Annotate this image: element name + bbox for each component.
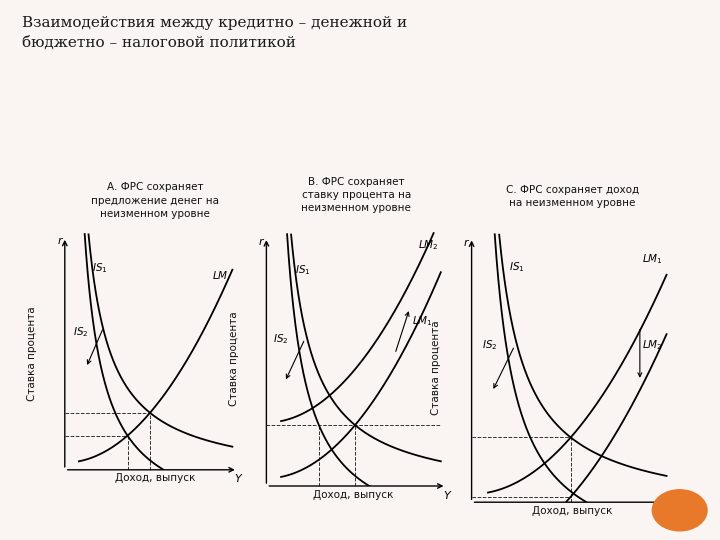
Text: Взаимодействия между кредитно – денежной и
бюджетно – налоговой политикой: Взаимодействия между кредитно – денежной…: [22, 16, 407, 50]
Text: $LM_2$: $LM_2$: [418, 238, 438, 252]
Text: С. ФРС сохраняет доход
на неизменном уровне: С. ФРС сохраняет доход на неизменном уро…: [506, 185, 639, 208]
Text: $LM$: $LM$: [212, 269, 228, 281]
Text: $IS_2$: $IS_2$: [482, 339, 498, 353]
Text: $IS_1$: $IS_1$: [509, 260, 525, 274]
Text: $IS_2$: $IS_2$: [73, 325, 89, 339]
Text: Доход, выпуск: Доход, выпуск: [532, 505, 613, 516]
Text: $IS_2$: $IS_2$: [274, 332, 289, 346]
Text: $LM_2$: $LM_2$: [642, 339, 662, 353]
Text: Y: Y: [670, 508, 676, 518]
Text: Ставка процента: Ставка процента: [229, 312, 239, 407]
Text: Доход, выпуск: Доход, выпуск: [114, 473, 195, 483]
Text: $IS_1$: $IS_1$: [92, 261, 108, 275]
Text: Доход, выпуск: Доход, выпуск: [312, 489, 393, 500]
Text: Y: Y: [234, 474, 241, 484]
Text: Ставка процента: Ставка процента: [27, 306, 37, 401]
Text: $LM_1$: $LM_1$: [642, 252, 662, 266]
Text: В. ФРС сохраняет
ставку процента на
неизменном уровне: В. ФРС сохраняет ставку процента на неиз…: [302, 177, 411, 213]
Text: $LM_1$: $LM_1$: [412, 314, 433, 328]
Text: r: r: [258, 237, 264, 247]
Text: $IS_1$: $IS_1$: [295, 264, 311, 277]
Text: А. ФРС сохраняет
предложение денег на
неизменном уровне: А. ФРС сохраняет предложение денег на не…: [91, 183, 219, 219]
Text: r: r: [463, 238, 468, 248]
Text: Y: Y: [443, 491, 450, 501]
Text: r: r: [57, 236, 62, 246]
Text: Ставка процента: Ставка процента: [431, 320, 441, 415]
